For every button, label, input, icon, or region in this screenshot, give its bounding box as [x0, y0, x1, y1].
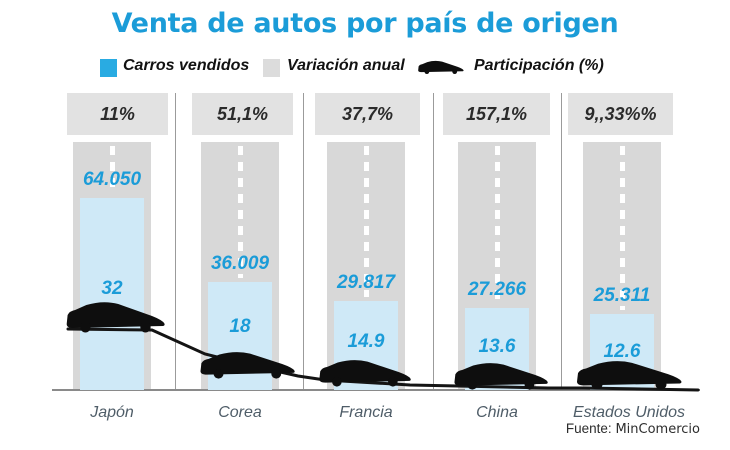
- car-icon: [418, 60, 464, 75]
- source-note: Fuente: MinComercio: [400, 421, 700, 437]
- variation-badge: 9,,33%%: [568, 93, 673, 135]
- source-name: MinComercio: [615, 422, 700, 437]
- country-label: Estados Unidos: [572, 404, 686, 421]
- sales-value: 36.009: [210, 253, 270, 274]
- country-label: Japón: [90, 404, 134, 421]
- chart-title: Venta de autos por país de origen: [111, 8, 619, 39]
- sales-value: 64.050: [82, 169, 142, 190]
- column-divider: [433, 93, 434, 390]
- road-dash-line: [364, 146, 369, 297]
- participation-value: 12.6: [603, 341, 641, 362]
- column-divider: [303, 93, 304, 390]
- country-label: Francia: [339, 404, 393, 421]
- variation-badge: 11%: [67, 93, 168, 135]
- variation-badge: 37,7%: [315, 93, 420, 135]
- road-dash-line: [495, 146, 500, 304]
- country-label: Corea: [218, 404, 262, 421]
- participation-value: 13.6: [478, 336, 516, 357]
- legend-swatch-carros-vendidos: [100, 59, 117, 77]
- legend-label-variacion-anual: Variación anual: [287, 57, 405, 74]
- sales-value: 27.266: [467, 279, 527, 300]
- column-divider: [175, 93, 176, 390]
- sales-value: 29.817: [336, 272, 396, 293]
- country-label: China: [476, 404, 518, 421]
- source-prefix: Fuente:: [565, 421, 612, 436]
- column-divider: [561, 93, 562, 390]
- road-dash-line: [238, 146, 243, 278]
- participation-value: 18: [229, 316, 251, 337]
- variation-badge: 157,1%: [443, 93, 550, 135]
- road-dash-line: [620, 146, 625, 310]
- variation-badge: 51,1%: [192, 93, 293, 135]
- road-dash-line: [110, 146, 115, 194]
- legend-swatch-variacion-anual: [263, 59, 280, 77]
- legend-label-carros-vendidos: Carros vendidos: [123, 57, 250, 74]
- legend-label-participacion: Participación (%): [474, 57, 604, 74]
- sales-value: 25.311: [593, 285, 651, 306]
- participation-value: 32: [101, 278, 123, 299]
- participation-value: 14.9: [347, 331, 385, 352]
